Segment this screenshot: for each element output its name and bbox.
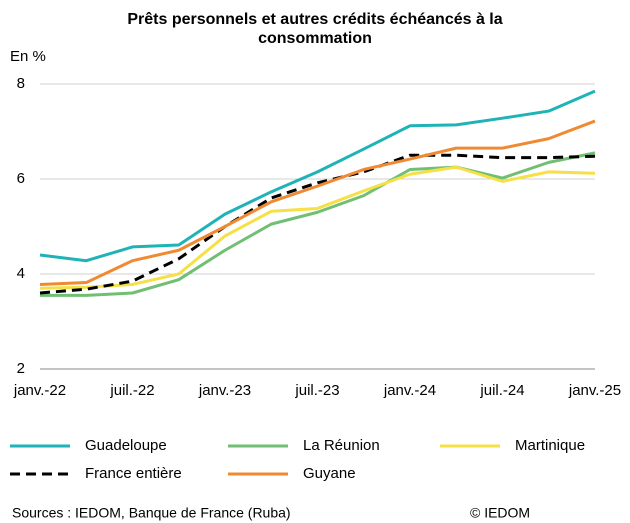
source: Sources : IEDOM, Banque de France (Ruba) bbox=[12, 505, 291, 521]
copyright: © IEDOM bbox=[470, 505, 530, 521]
x-tick-label: juil.-22 bbox=[109, 382, 154, 399]
y-tick-label: 6 bbox=[17, 170, 25, 187]
legend-label: Guyane bbox=[303, 465, 356, 482]
legend-label: Guadeloupe bbox=[85, 437, 167, 454]
series-line bbox=[39, 153, 596, 295]
legend-label: Martinique bbox=[515, 437, 585, 454]
x-tick-label: janv.-23 bbox=[198, 382, 251, 399]
series-line bbox=[39, 119, 596, 286]
x-tick-label: juil.-23 bbox=[294, 382, 339, 399]
y-tick-label: 4 bbox=[17, 265, 25, 282]
x-tick-label: janv.-25 bbox=[568, 382, 621, 399]
chart-title: Prêts personnels et autres crédits échéa… bbox=[127, 11, 503, 47]
y-axis-label: En % bbox=[10, 48, 46, 65]
x-tick-label: janv.-22 bbox=[13, 382, 66, 399]
x-tick-label: juil.-24 bbox=[479, 382, 524, 399]
legend-label: France entière bbox=[85, 465, 182, 482]
series-line bbox=[40, 151, 596, 297]
y-tick-label: 2 bbox=[17, 360, 25, 377]
x-tick-label: janv.-24 bbox=[383, 382, 436, 399]
series-line bbox=[39, 89, 596, 263]
legend-label: La Réunion bbox=[303, 437, 380, 454]
series-line bbox=[39, 165, 596, 290]
y-tick-label: 8 bbox=[17, 75, 25, 92]
